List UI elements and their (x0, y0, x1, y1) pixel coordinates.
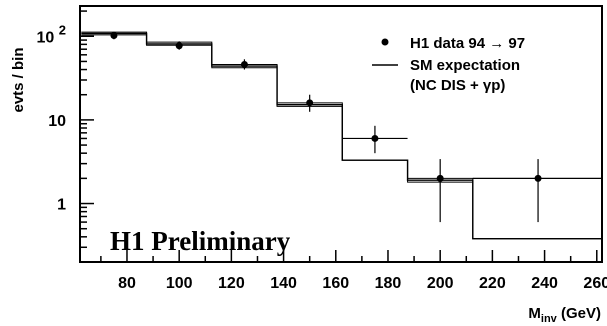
y-tick-label-100: 10 2 (37, 22, 66, 46)
data-points (110, 31, 602, 223)
x-tick-label: 120 (218, 275, 245, 292)
legend-data-label: H1 data 94 → 97 (410, 35, 525, 52)
y-ticks: 1 10 10 2 (37, 10, 94, 263)
sm-expectation-central (81, 32, 602, 240)
x-axis-label-sub: inv (541, 313, 558, 325)
x-tick-label: 260 (583, 275, 607, 292)
x-tick-label: 140 (270, 275, 297, 292)
data-point (436, 174, 444, 182)
legend-sm-label: SM expectation (410, 57, 520, 74)
x-tick-label: 80 (118, 275, 136, 292)
x-tick-label: 240 (531, 275, 558, 292)
y-tick-label: 10 (48, 113, 66, 130)
y-axis-label-group: evts / bin (10, 47, 27, 112)
legend-data-marker (381, 38, 389, 46)
data-point (110, 32, 118, 40)
x-tick-label: 200 (427, 275, 454, 292)
data-point (306, 99, 314, 107)
x-tick-label: 100 (166, 275, 193, 292)
data-point (240, 60, 248, 68)
data-point (371, 134, 379, 142)
y-tick-label: 1 (57, 197, 66, 214)
legend: H1 data 94 → 97 SM expectation (NC DIS +… (372, 35, 525, 94)
x-ticks: 80 100 120 140 160 180 200 220 240 260 (100, 250, 607, 292)
h1-preliminary-annotation: H1 Preliminary (110, 226, 291, 256)
sm-expectation-histogram (81, 31, 602, 240)
data-point (534, 174, 542, 182)
plot-frame (79, 5, 603, 263)
x-tick-label: 220 (479, 275, 506, 292)
x-axis-label-unit: (GeV) (557, 305, 601, 322)
legend-sm-label-2: (NC DIS + γp) (410, 77, 505, 94)
y-axis-label: evts / bin (10, 47, 27, 112)
x-tick-label: 180 (375, 275, 402, 292)
x-axis-label-main: M (528, 305, 541, 322)
x-tick-label: 160 (322, 275, 349, 292)
x-axis-label: Minv (GeV) (528, 305, 601, 325)
data-point (175, 42, 183, 50)
